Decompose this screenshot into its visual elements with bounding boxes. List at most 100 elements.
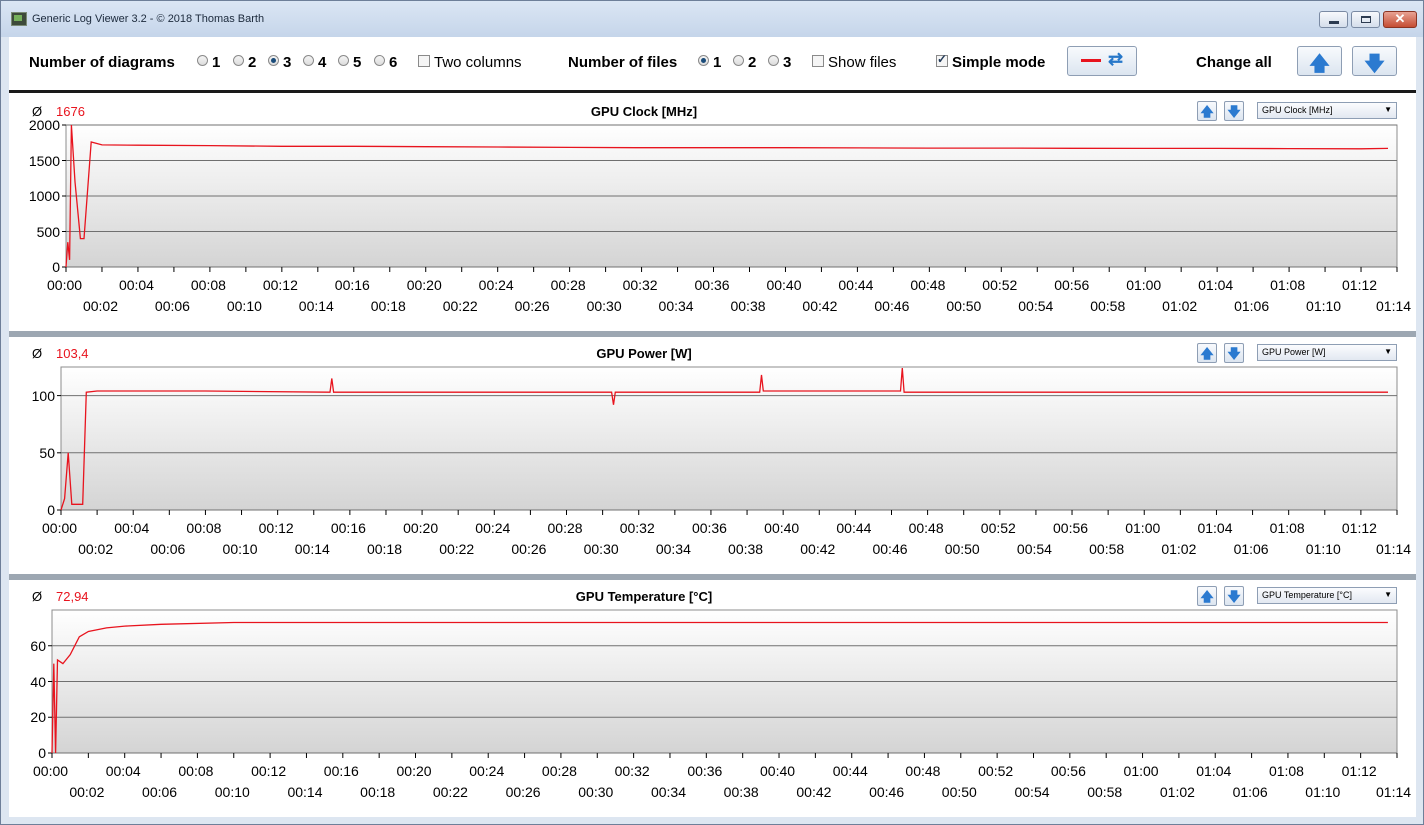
x-tick-label: 00:50 [944,541,980,557]
chart-title: GPU Temperature [°C] [575,589,713,604]
title-bar: Generic Log Viewer 3.2 - © 2018 Thomas B… [1,1,1423,37]
x-tick-label: 00:24 [469,763,505,779]
minimize-button[interactable] [1319,11,1348,28]
x-tick-label: 00:14 [287,784,323,800]
file-radio-label-1: 1 [713,54,722,71]
x-tick-label: 01:06 [1232,784,1268,800]
chart-up-button[interactable]: 🡅 [1197,586,1217,606]
x-tick-label: 00:20 [396,763,432,779]
x-tick-label: 00:26 [511,541,547,557]
x-tick-label: 00:52 [978,763,1014,779]
x-tick-label: 01:14 [1376,784,1412,800]
x-tick-label: 00:56 [1050,763,1086,779]
x-tick-label: 00:50 [946,298,982,314]
x-tick-label: 00:40 [764,520,800,536]
chart-svg [62,124,1398,272]
x-tick-label: 01:00 [1126,277,1162,293]
x-tick-label: 00:40 [766,277,802,293]
x-tick-label: 00:14 [298,298,334,314]
diagram-radio-4[interactable] [303,55,314,66]
x-tick-label: 00:10 [214,784,250,800]
file-radio-label-3: 3 [783,54,792,71]
x-tick-label: 00:38 [728,541,764,557]
move-all-up-button[interactable]: 🡅 [1297,46,1342,76]
x-tick-label: 00:36 [691,520,727,536]
x-tick-label: 00:42 [802,298,838,314]
chart-title: GPU Clock [MHz] [590,104,698,119]
x-tick-label: 00:18 [360,784,396,800]
chart-up-button[interactable]: 🡅 [1197,343,1217,363]
diagram-panel-1: Ø 1676 GPU Clock [MHz] 🡅 🡇 GPU Clock [MH… [9,95,1416,331]
x-tick-label: 00:26 [505,784,541,800]
x-tick-label: 00:16 [323,763,359,779]
simple-mode-checkbox[interactable] [936,52,948,67]
file-radio-3[interactable] [768,55,779,66]
diagram-radio-1[interactable] [197,55,208,66]
x-tick-label: 00:28 [541,763,577,779]
maximize-button[interactable] [1351,11,1380,28]
chart-up-button[interactable]: 🡅 [1197,101,1217,121]
show-files-label: Show files [828,54,897,71]
x-tick-label: 01:04 [1196,763,1232,779]
move-all-down-button[interactable]: 🡇 [1352,46,1397,76]
close-button[interactable]: ✕ [1383,11,1417,28]
series-line [51,621,1388,754]
two-columns-checkbox[interactable] [418,55,430,67]
chart-series-select[interactable]: GPU Clock [MHz] ▼ [1257,102,1397,119]
y-tick-label: 0 [38,745,46,761]
diagram-radio-label-4: 4 [318,54,327,71]
diagram-radio-label-1: 1 [212,54,221,71]
x-tick-label: 01:00 [1125,520,1161,536]
file-radio-1[interactable] [698,55,709,66]
x-tick-label: 00:50 [941,784,977,800]
arrow-up-icon: 🡅 [1200,589,1214,604]
x-tick-label: 00:58 [1090,298,1126,314]
chart-down-button[interactable]: 🡇 [1224,586,1244,606]
x-tick-label: 00:22 [432,784,468,800]
arrow-up-icon: 🡅 [1309,53,1330,75]
x-tick-label: 00:02 [82,298,119,314]
chart-down-button[interactable]: 🡇 [1224,101,1244,121]
diagram-radio-5[interactable] [338,55,349,66]
y-tick-label: 1000 [28,188,60,204]
chart-series-select[interactable]: GPU Temperature [°C] ▼ [1257,587,1397,604]
x-tick-label: 01:06 [1233,541,1269,557]
x-tick-label: 01:04 [1197,520,1233,536]
x-tick-label: 00:54 [1016,541,1052,557]
x-tick-label: 00:08 [190,277,226,293]
x-tick-label: 00:14 [294,541,330,557]
x-tick-label: 00:46 [872,541,908,557]
x-tick-label: 00:08 [186,520,222,536]
average-symbol: Ø [32,589,43,604]
x-tick-label: 00:10 [226,298,262,314]
x-tick-label: 00:34 [650,784,687,800]
x-tick-label: 01:12 [1341,763,1377,779]
y-tick-label: 1500 [28,152,60,169]
diagram-radio-3[interactable] [268,55,279,66]
average-value: 72,94 [56,589,89,604]
show-files-checkbox[interactable] [812,55,824,67]
x-tick-label: 00:12 [258,520,294,536]
x-tick-label: 00:56 [1053,520,1089,536]
chart-down-button[interactable]: 🡇 [1224,343,1244,363]
x-tick-label: 01:06 [1234,298,1270,314]
diagram-panel-3: Ø 72,94 GPU Temperature [°C] 🡅 🡇 GPU Tem… [9,580,1416,817]
x-tick-label: 00:52 [980,520,1016,536]
arrow-up-icon: 🡅 [1200,104,1214,119]
series-line [65,124,1389,268]
file-radio-2[interactable] [733,55,744,66]
chart-series-select[interactable]: GPU Power [W] ▼ [1257,344,1397,361]
toolbar-separator [9,90,1416,93]
x-tick-label: 01:04 [1198,277,1234,293]
close-icon: ✕ [1394,11,1406,26]
x-tick-label: 00:42 [796,784,832,800]
line-style-button[interactable]: ⇄ [1067,46,1137,76]
diagram-radio-2[interactable] [233,55,244,66]
x-tick-label: 00:18 [370,298,406,314]
x-tick-label: 00:02 [69,784,105,800]
y-tick-label: 60 [30,637,46,654]
maximize-icon [1361,16,1371,23]
y-tick-label: 50 [39,444,55,461]
x-tick-label: 00:06 [142,784,178,800]
diagram-radio-6[interactable] [374,55,385,66]
